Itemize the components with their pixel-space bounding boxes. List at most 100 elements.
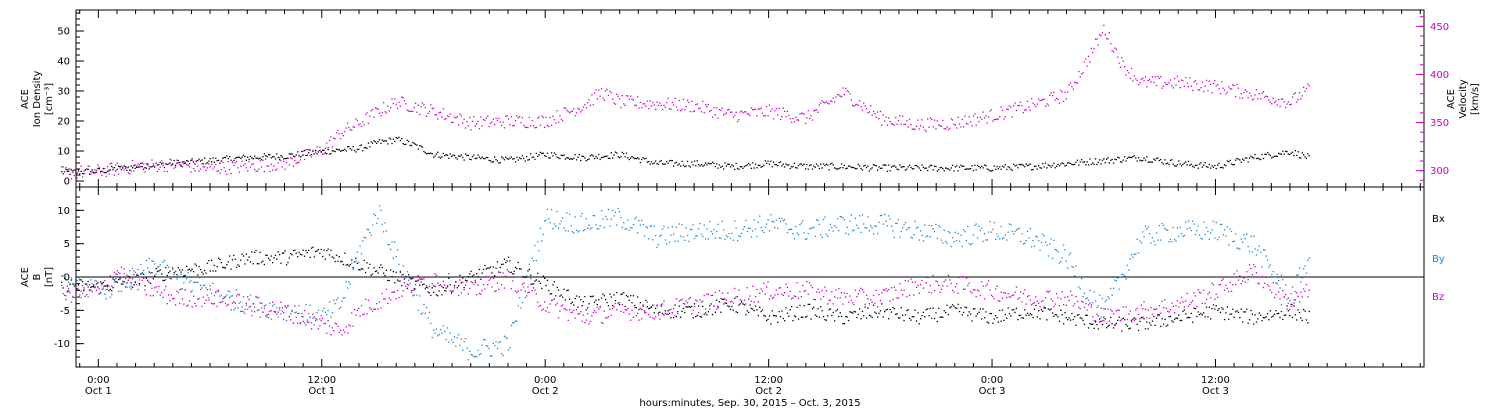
- series-bx-point: [414, 280, 417, 282]
- series-velocity-point: [785, 116, 787, 118]
- series-bz-point: [376, 303, 378, 305]
- series-velocity-point: [1072, 88, 1074, 90]
- series-by-point: [179, 288, 181, 291]
- series-velocity-point: [563, 107, 565, 109]
- series-bz-point: [356, 309, 358, 311]
- series-density-point: [673, 165, 675, 167]
- series-by-point: [506, 337, 508, 340]
- series-bz-point: [957, 292, 959, 294]
- series-density-point: [470, 159, 472, 161]
- series-by-point: [599, 225, 601, 227]
- series-by-point: [1261, 266, 1263, 268]
- series-bx-point: [1308, 310, 1310, 313]
- series-velocity-point: [197, 165, 199, 167]
- series-density-point: [1262, 157, 1265, 160]
- series-bz-point: [1119, 319, 1122, 321]
- series-density-point: [1064, 165, 1066, 167]
- series-velocity-point: [105, 175, 107, 178]
- series-velocity-point: [1304, 90, 1306, 92]
- series-velocity-point: [1212, 82, 1215, 84]
- series-density-point: [1185, 161, 1187, 163]
- series-bx-point: [1297, 309, 1299, 311]
- series-velocity-point: [1031, 98, 1033, 100]
- series-by-point: [1278, 279, 1280, 282]
- series-bx-point: [985, 311, 987, 313]
- series-by-point: [1179, 226, 1181, 228]
- series-by-point: [1168, 241, 1170, 243]
- series-by-point: [1260, 251, 1262, 253]
- series-bz-point: [553, 298, 555, 300]
- series-density-point: [1144, 159, 1147, 161]
- series-bx-point: [829, 308, 832, 310]
- series-bx-point: [593, 301, 596, 303]
- series-bx-point: [134, 281, 136, 284]
- series-bx-point: [531, 283, 533, 285]
- series-velocity-point: [1090, 47, 1092, 49]
- series-by-point: [748, 227, 750, 229]
- series-bx-point: [1072, 318, 1074, 321]
- series-velocity-point: [1192, 89, 1194, 92]
- series-density-point: [420, 145, 422, 147]
- series-by-point: [852, 230, 854, 232]
- series-density-point: [1112, 162, 1115, 164]
- series-bz-point: [684, 303, 686, 305]
- series-density-point: [983, 164, 986, 166]
- series-density-point: [154, 166, 156, 168]
- series-bz-point: [1154, 309, 1156, 311]
- series-bz-point: [245, 302, 247, 305]
- series-by-point: [1022, 243, 1024, 245]
- series-velocity-point: [523, 124, 525, 127]
- series-by-point: [217, 290, 220, 293]
- series-density-point: [260, 159, 263, 161]
- series-density-point: [671, 159, 673, 162]
- series-by-point: [1046, 244, 1048, 246]
- series-bz-point: [427, 287, 429, 289]
- series-velocity-point: [1107, 38, 1109, 40]
- series-velocity-point: [863, 102, 865, 104]
- series-bz-point: [231, 302, 234, 304]
- series-bz-point: [119, 277, 121, 279]
- series-bx-point: [711, 313, 714, 316]
- series-bz-point: [306, 321, 308, 323]
- series-bz-point: [1133, 319, 1135, 321]
- series-bx-point: [127, 275, 129, 278]
- density-axis-title: ACE Ion Density [cm⁻³]: [20, 71, 55, 128]
- series-by-point: [1142, 231, 1144, 233]
- series-velocity-point: [88, 165, 91, 168]
- series-by-point: [557, 227, 560, 229]
- series-density-point: [126, 169, 128, 171]
- series-by-point: [1036, 236, 1038, 238]
- series-bx-point: [938, 307, 940, 309]
- series-bx-point: [933, 317, 936, 320]
- series-density-point: [692, 164, 694, 166]
- series-bx-point: [902, 314, 904, 316]
- series-bz-point: [123, 268, 125, 270]
- series-by-point: [1144, 225, 1147, 227]
- series-velocity-point: [241, 160, 243, 162]
- series-bx-point: [1211, 307, 1213, 310]
- series-by-point: [803, 232, 805, 234]
- series-by-point: [237, 307, 239, 309]
- series-velocity-point: [720, 109, 722, 112]
- series-bz-point: [641, 318, 643, 320]
- series-bz-point: [256, 297, 259, 299]
- series-by-point: [235, 289, 238, 291]
- series-bz-point: [899, 283, 901, 285]
- series-bz-point: [827, 303, 829, 305]
- series-bx-point: [370, 274, 372, 276]
- series-bx-point: [340, 260, 342, 263]
- series-bz-point: [716, 308, 718, 310]
- series-by-point: [315, 317, 317, 319]
- series-density-point: [1167, 162, 1169, 164]
- series-bx-point: [112, 287, 114, 289]
- series-velocity-point: [546, 124, 549, 126]
- series-by-point: [781, 217, 783, 220]
- series-density-point: [767, 160, 769, 162]
- series-density-point: [804, 168, 807, 170]
- series-by-point: [907, 227, 909, 229]
- series-by-point: [532, 260, 535, 262]
- series-by-point: [523, 286, 525, 288]
- series-velocity-point: [1204, 85, 1206, 87]
- series-bz-point: [1094, 321, 1097, 323]
- series-by-point: [363, 236, 365, 238]
